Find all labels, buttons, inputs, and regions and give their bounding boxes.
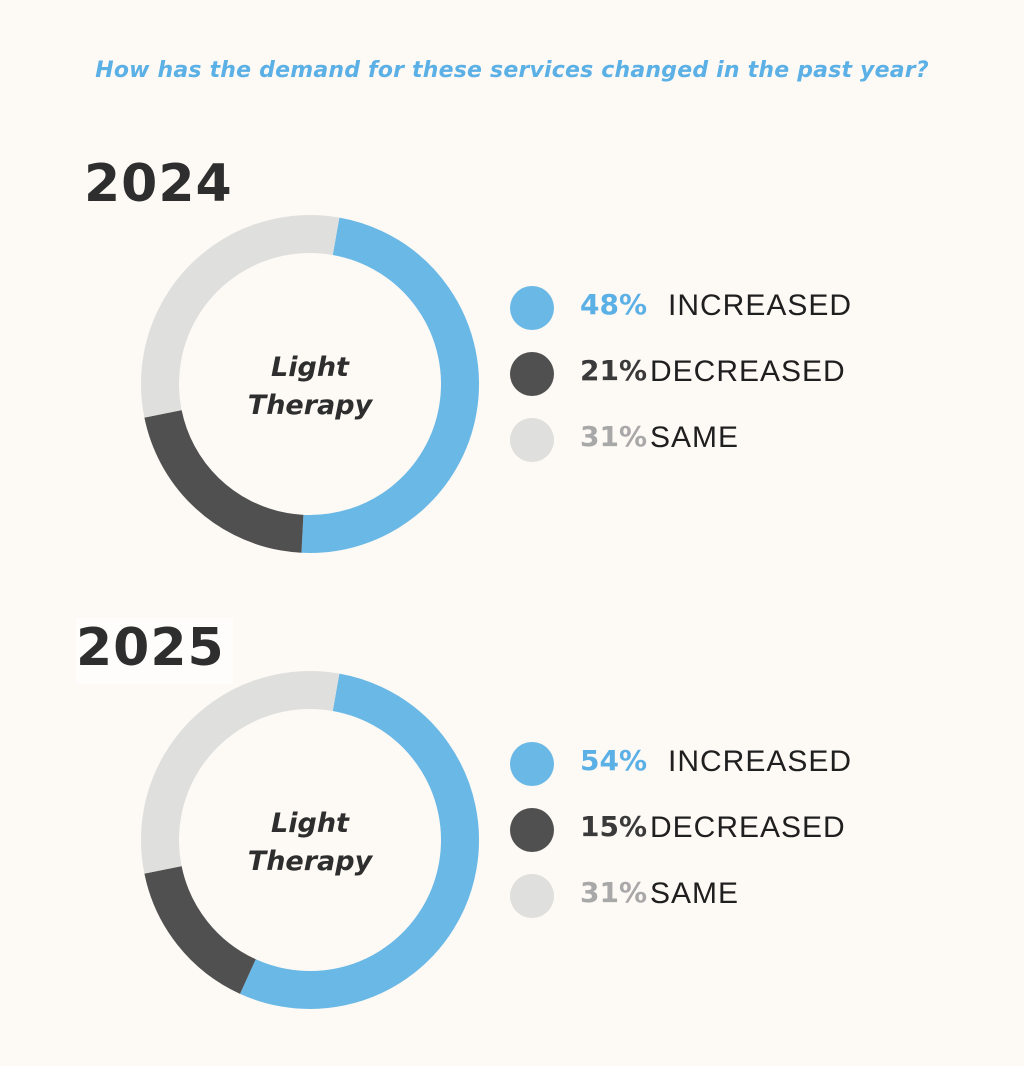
legend-dot-same <box>510 418 554 462</box>
legend-label-increased: INCREASED <box>668 289 853 322</box>
legend-dot-decreased <box>510 808 554 852</box>
legend-value-increased: 48% <box>580 288 648 321</box>
year-title: 2025 <box>76 618 233 684</box>
legend-dot-decreased <box>510 352 554 396</box>
legend-dot-increased <box>510 286 554 330</box>
donut-segment-same <box>141 215 479 553</box>
chart-panel-2025: 2025 Light Therapy 54% INCREASED 15% DECR… <box>0 596 1024 1066</box>
donut-segment-increased <box>141 215 479 553</box>
donut-chart-2024: Light Therapy <box>141 215 479 553</box>
year-title: 2024 <box>84 154 233 214</box>
donut-segment-increased <box>141 671 479 1009</box>
legend-value-decreased: 21% <box>580 354 648 387</box>
survey-question: How has the demand for these services ch… <box>95 58 929 83</box>
legend-value-same: 31% <box>580 876 648 909</box>
legend-label-increased: INCREASED <box>668 745 853 778</box>
legend-label-same: SAME <box>650 421 740 454</box>
legend-dot-same <box>510 874 554 918</box>
legend-label-decreased: DECREASED <box>650 811 846 844</box>
donut-segment-decreased <box>141 671 479 1009</box>
legend-value-increased: 54% <box>580 744 648 777</box>
donut-segment-decreased <box>141 215 479 553</box>
donut-center-label: Therapy <box>248 846 374 877</box>
donut-center-label: Light <box>271 808 350 839</box>
donut-segment-same <box>141 671 479 1009</box>
donut-center-label: Light <box>271 352 350 383</box>
donut-center-label: Therapy <box>248 390 374 421</box>
donut-chart-2025: Light Therapy <box>141 671 479 1009</box>
chart-panel-2024: 2024 Light Therapy 48% INCREASED 21% DECR… <box>0 140 1024 610</box>
legend-label-decreased: DECREASED <box>650 355 846 388</box>
legend-value-decreased: 15% <box>580 810 648 843</box>
legend-value-same: 31% <box>580 420 648 453</box>
legend-label-same: SAME <box>650 877 740 910</box>
legend-dot-increased <box>510 742 554 786</box>
